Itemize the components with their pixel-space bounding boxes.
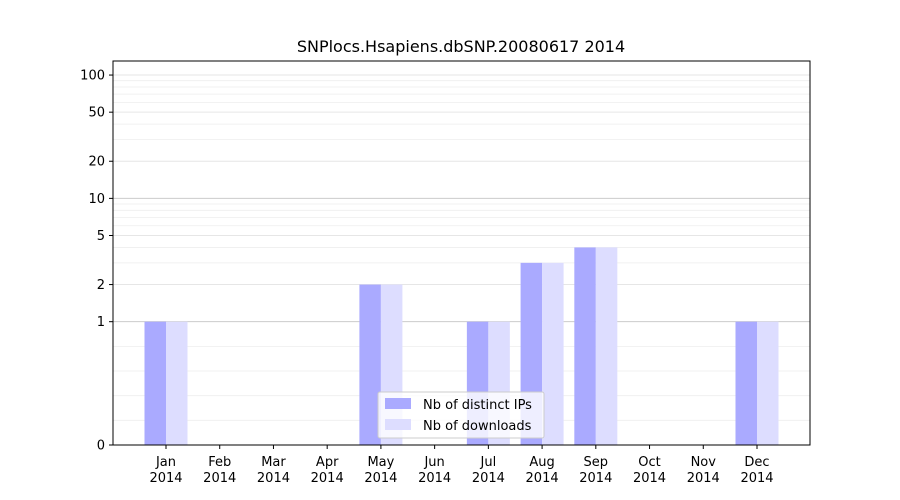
x-tick-label-month: Dec <box>744 455 769 470</box>
bar-downloads <box>595 247 618 445</box>
y-tick-label: 10 <box>88 192 105 207</box>
y-tick-label: 20 <box>88 155 105 170</box>
x-tick-label-month: May <box>367 455 394 470</box>
x-tick-label-month: Jul <box>480 455 497 470</box>
x-tick-label-year: 2014 <box>740 471 773 486</box>
x-tick-label-year: 2014 <box>687 471 720 486</box>
x-tick-label-year: 2014 <box>579 471 612 486</box>
legend-swatch-distinct-ips <box>385 398 411 409</box>
x-axis: Jan2014Feb2014Mar2014Apr2014May2014Jun20… <box>149 445 774 486</box>
bar-distinct-ips <box>359 284 381 445</box>
legend-label-distinct-ips: Nb of distinct IPs <box>423 398 532 413</box>
x-tick-label-month: Apr <box>316 455 339 470</box>
x-tick-label-year: 2014 <box>633 471 666 486</box>
x-tick-label-month: Oct <box>638 455 660 470</box>
x-tick-label-year: 2014 <box>364 471 397 486</box>
x-tick-label-month: Jan <box>155 455 176 470</box>
x-tick-label-month: Aug <box>529 455 554 470</box>
bar-downloads <box>166 321 188 445</box>
x-tick-label-month: Sep <box>584 455 609 470</box>
legend: Nb of distinct IPs Nb of downloads <box>377 391 545 439</box>
y-tick-label: 0 <box>97 439 105 454</box>
legend-label-downloads: Nb of downloads <box>423 419 532 434</box>
x-tick-label-month: Feb <box>208 455 231 470</box>
bar-downloads <box>757 321 779 445</box>
y-tick-label: 5 <box>97 229 105 244</box>
y-tick-label: 100 <box>80 69 105 84</box>
x-tick-label-month: Mar <box>261 455 286 470</box>
legend-swatch-downloads <box>385 419 411 430</box>
plot-frame <box>112 60 811 446</box>
x-tick-label-year: 2014 <box>257 471 290 486</box>
x-tick-label-month: Nov <box>691 455 717 470</box>
bar-distinct-ips <box>144 321 166 445</box>
x-tick-label-year: 2014 <box>311 471 344 486</box>
y-axis: 0 1 2 5 10 20 50 100 <box>80 69 113 454</box>
x-tick-label-month: Jun <box>423 455 444 470</box>
bar-distinct-ips <box>574 247 596 445</box>
x-tick-label-year: 2014 <box>526 471 559 486</box>
x-tick-label-year: 2014 <box>472 471 505 486</box>
y-tick-label: 2 <box>97 278 105 293</box>
y-tick-label: 1 <box>97 315 105 330</box>
bar-downloads <box>542 262 564 445</box>
grid-lines <box>113 74 810 446</box>
y-tick-label: 50 <box>88 106 105 121</box>
chart-title: SNPlocs.Hsapiens.dbSNP.20080617 2014 <box>297 37 625 56</box>
bar-distinct-ips <box>735 321 757 445</box>
x-tick-label-year: 2014 <box>149 471 182 486</box>
legend-box <box>377 391 545 439</box>
x-tick-label-year: 2014 <box>418 471 451 486</box>
x-tick-label-year: 2014 <box>203 471 236 486</box>
